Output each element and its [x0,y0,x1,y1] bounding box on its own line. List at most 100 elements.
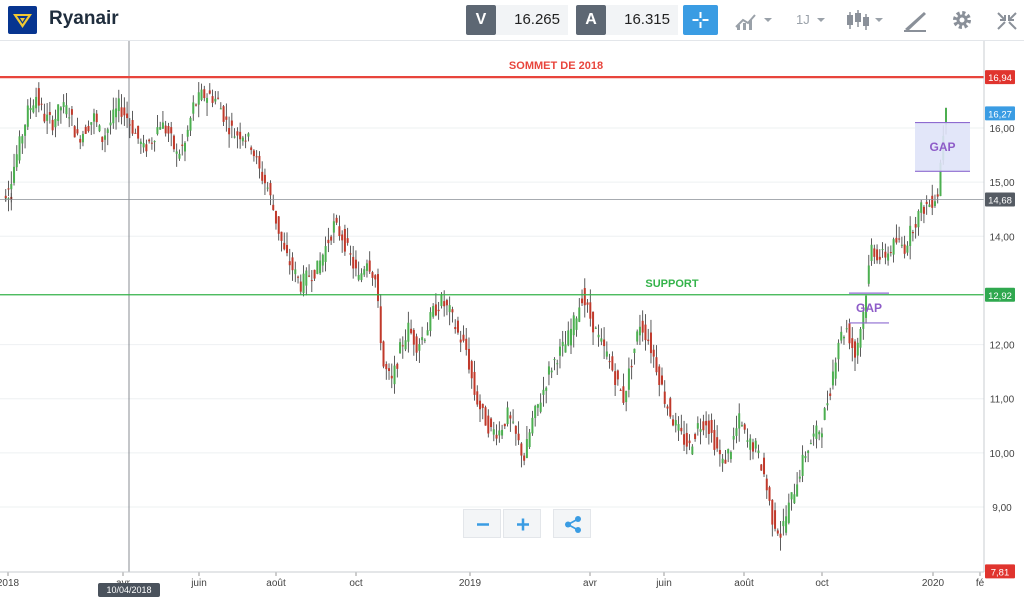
drawing-tools-button[interactable] [900,5,930,35]
candle-body [43,113,46,122]
candle-body [459,339,462,343]
candle-body [556,363,559,365]
candle-body [514,425,517,434]
gap-box [915,122,970,172]
candle-body [735,428,738,436]
candle-body [112,109,115,124]
candle-body [172,135,175,150]
chart-type-dropdown[interactable] [843,5,888,35]
x-tick-label: fé [976,578,985,589]
candle-body [178,153,181,159]
candle-body [195,104,198,106]
candle-body [647,339,650,342]
candle-body [244,140,247,142]
price-chart[interactable]: SOMMET DE 2018 SUPPORT GAP GAP 16,00 15,00 14… [0,41,1024,602]
candle-body [332,221,335,233]
candle-body [109,122,112,126]
candle-body [583,288,586,306]
candle-body [520,443,523,456]
price-tag [985,106,1015,121]
candle-body [837,342,840,360]
candle-body [324,246,327,262]
crosshair-button[interactable] [683,5,718,35]
candle-body [740,425,743,427]
candle-body [754,440,757,449]
timeframe-label: 1J [796,12,810,27]
candle-body [189,117,192,131]
candle-body [230,120,233,126]
candle-body [29,107,32,111]
x-tick-label: oct [349,578,363,589]
candle-body [70,109,73,115]
candle-body [120,107,123,117]
x-tick-label: juin [655,578,672,589]
candle-body [440,294,443,307]
candle-body [765,478,768,491]
candle-body [939,162,942,197]
candle-body [341,234,344,241]
zoom-out-button[interactable] [463,509,501,538]
share-button[interactable] [553,509,591,538]
y-tick-label: 15,00 [989,178,1014,189]
candle-body [589,302,592,319]
zoom-in-button[interactable] [503,509,541,538]
reference-line-label: SOMMET DE 2018 [509,60,603,72]
candle-body [572,315,575,336]
candle-body [368,260,371,272]
candle-body [889,252,892,254]
sell-button[interactable]: V [466,5,496,35]
collapse-button[interactable] [993,5,1021,35]
candle-body [385,364,388,370]
buy-price[interactable]: 16.315 [606,5,678,35]
buy-button[interactable]: A [576,5,606,35]
candle-body [269,183,272,196]
candle-body [878,256,881,260]
candle-body [517,433,520,441]
candle-body [117,98,120,112]
candle-body [423,339,426,341]
candle-body [462,334,465,341]
candle-body [641,320,644,333]
y-tick-label: 9,00 [992,503,1012,514]
candle-body [903,244,906,254]
indicators-button[interactable] [733,5,778,35]
candle-body [415,336,418,353]
settings-button[interactable] [948,5,976,35]
candle-body [451,309,454,313]
candle-body [263,174,266,184]
candle-body [570,328,573,346]
candle-body [261,171,264,181]
candle-body [931,195,934,208]
candle-body [354,259,357,269]
gap-label: GAP [929,140,955,154]
candle-body [920,202,923,213]
candle-body [214,98,217,102]
candle-body [54,118,57,128]
y-tick-label: 10,00 [989,449,1014,460]
candlestick-icon [847,10,883,30]
candle-body [594,327,597,329]
candle-body [597,334,600,338]
candle-body [426,330,429,336]
candle-body [418,344,421,351]
sell-price[interactable]: 16.265 [496,5,568,35]
candle-body [776,530,779,534]
candle-body [421,337,424,341]
candle-body [900,244,903,246]
timeframe-dropdown[interactable]: 1J [790,5,830,35]
candle-body [608,361,611,363]
gear-icon [953,11,971,29]
price-tag [985,192,1015,207]
candle-body [751,442,754,452]
candle-body [81,133,84,143]
chart-marks [4,82,947,551]
candle-body [98,125,101,132]
candle-body [228,127,231,135]
candle-body [884,251,887,258]
candle-body [432,306,435,317]
candle-body [134,132,137,134]
reference-line-label: SUPPORT [645,278,698,290]
candle-body [672,419,675,426]
candle-body [945,108,947,125]
plus-icon [517,518,529,531]
